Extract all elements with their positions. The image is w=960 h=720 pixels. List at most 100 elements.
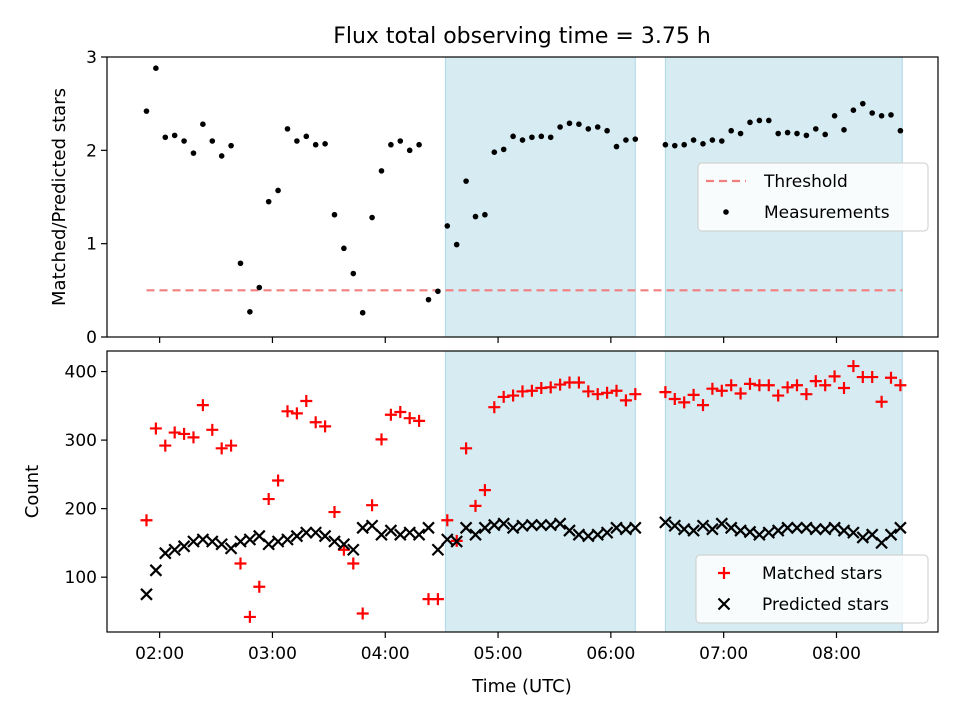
data-point — [206, 535, 219, 548]
data-point — [544, 381, 557, 394]
data-point — [215, 442, 228, 455]
data-point — [319, 420, 332, 433]
data-point — [629, 521, 642, 535]
data-point — [629, 388, 642, 401]
data-point — [576, 121, 582, 127]
data-point — [347, 543, 360, 557]
data-point — [687, 388, 700, 401]
data-point — [856, 531, 870, 544]
data-point — [659, 386, 672, 399]
data-point — [497, 390, 510, 403]
data-point — [209, 138, 216, 144]
data-point — [341, 245, 347, 252]
data-point — [772, 389, 785, 402]
x-tick-label: 04:00 — [361, 644, 410, 664]
data-point — [775, 130, 781, 137]
data-point — [794, 130, 800, 137]
data-point — [668, 392, 681, 405]
x-axis-label: Time (UTC) — [471, 676, 572, 697]
data-point — [256, 284, 263, 291]
data-point — [303, 133, 310, 140]
data-point — [572, 376, 585, 389]
y-axis-label: Count — [22, 465, 43, 518]
data-point — [623, 137, 629, 143]
data-point — [847, 526, 860, 539]
data-point — [678, 396, 691, 409]
data-point — [472, 213, 479, 220]
data-point — [460, 442, 473, 455]
data-point — [247, 309, 253, 315]
data-point — [790, 379, 803, 392]
shaded-interval-0 — [444, 350, 636, 633]
data-point — [265, 198, 272, 205]
data-point — [412, 528, 426, 541]
data-point — [715, 517, 729, 530]
data-point — [525, 518, 539, 532]
data-point — [243, 610, 256, 623]
data-point — [225, 439, 238, 452]
data-point — [450, 535, 463, 548]
data-point — [554, 378, 567, 391]
data-point — [394, 528, 407, 541]
data-point — [275, 187, 281, 194]
data-point — [847, 360, 860, 373]
data-point — [800, 388, 813, 401]
data-point — [563, 524, 576, 537]
data-point — [284, 126, 291, 132]
data-point — [765, 117, 772, 124]
data-point — [366, 499, 379, 512]
data-point — [300, 526, 313, 539]
data-point — [337, 537, 351, 551]
legend-label: Predicted stars — [762, 595, 889, 615]
data-point — [224, 542, 238, 555]
data-point — [803, 132, 810, 139]
data-point — [425, 296, 432, 303]
data-point — [790, 521, 804, 535]
data-point — [359, 309, 366, 316]
data-point — [140, 514, 153, 527]
data-point — [696, 519, 710, 533]
data-point — [416, 141, 422, 148]
data-point — [375, 528, 388, 541]
upper-panel: 0 1 2 3 Matched/Predicted stars Threshold Meas… — [49, 48, 939, 348]
data-point — [413, 414, 426, 427]
data-point — [610, 384, 623, 397]
data-point — [281, 533, 294, 546]
data-point — [878, 113, 885, 119]
data-point — [888, 112, 894, 118]
y-axis-label: Matched/Predicted stars — [49, 88, 70, 306]
data-point — [482, 211, 488, 218]
chart-title: Flux total observing time = 3.75 h — [333, 24, 711, 49]
data-point — [388, 141, 394, 148]
y-tick-label: 200 — [65, 500, 97, 520]
data-point — [725, 379, 738, 392]
data-point — [781, 521, 794, 535]
data-point — [812, 126, 819, 132]
data-point — [243, 533, 257, 546]
x-tick-label: 03:00 — [248, 644, 297, 664]
data-point — [196, 399, 209, 412]
data-point — [728, 127, 734, 134]
data-point — [557, 124, 563, 130]
data-point — [737, 130, 744, 137]
plot-frame — [106, 56, 939, 338]
data-point — [869, 110, 875, 116]
data-point — [206, 423, 219, 436]
data-point — [309, 416, 322, 429]
data-point — [724, 521, 738, 535]
data-point — [604, 127, 610, 134]
data-point — [300, 395, 313, 408]
data-point — [403, 526, 416, 539]
data-point — [488, 401, 501, 414]
data-point — [171, 132, 178, 139]
data-point — [168, 543, 181, 557]
data-point — [318, 529, 332, 543]
data-point — [441, 514, 454, 527]
data-point — [662, 141, 669, 148]
data-point — [687, 524, 700, 537]
legend-box — [695, 554, 929, 624]
legend: Threshold Measurements — [697, 162, 929, 232]
data-point — [143, 108, 150, 114]
data-point — [668, 519, 682, 533]
data-point — [547, 134, 554, 141]
